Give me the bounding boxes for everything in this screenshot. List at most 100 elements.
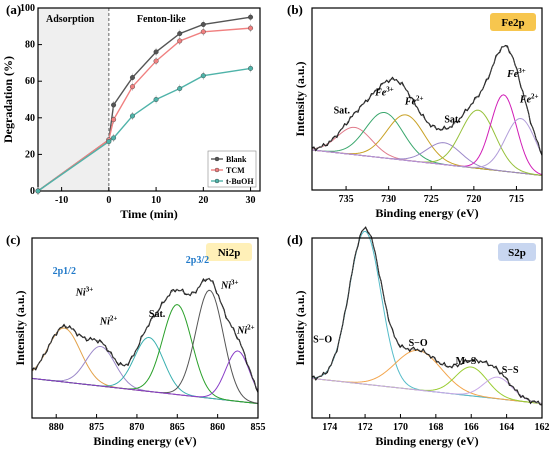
data-point (248, 25, 254, 31)
data-point (177, 86, 183, 92)
data-point (200, 29, 206, 35)
data-point (248, 14, 254, 20)
panel-d-badge-text: S2p (508, 247, 526, 259)
panel-b-raw-spectrum (311, 44, 543, 156)
panel-b-letter: (b) (287, 2, 303, 17)
panel-d-x-tick-label: 164 (499, 422, 514, 433)
panel-c-annotation: Ni3+ (75, 286, 94, 299)
data-point (177, 31, 183, 37)
panel-b-x-tick-label: 720 (466, 194, 481, 205)
data-point (111, 135, 117, 141)
panel-a-plot-frame (37, 7, 261, 192)
panel-d-annotation: S−O (313, 334, 332, 345)
panel-d-y-axis-title: Intensity (a.u.) (293, 290, 307, 365)
panel-b-y-axis-title: Intensity (a.u.) (293, 61, 307, 136)
legend-entry: t-BuOH (226, 177, 254, 186)
panel-c-badge (206, 243, 252, 261)
panel-c-annotation: 2p3/2 (186, 255, 209, 266)
series-line-tcm (37, 27, 251, 192)
panel-c-raw-spectrum (31, 277, 259, 393)
panel-c-annotation: Ni2+ (236, 323, 255, 336)
data-point (200, 21, 206, 27)
panel-d-x-tick-label: 172 (358, 422, 373, 433)
panel-a-letter: (a) (6, 2, 21, 17)
panel-b-fit-peak (311, 118, 543, 168)
panel-d-x-tick-label: 170 (393, 422, 408, 433)
panel-d-x-axis-title: Binding energy (eV) (375, 434, 478, 448)
data-point (153, 58, 159, 64)
x-axis-title: Time (min) (120, 207, 177, 221)
data-point (153, 96, 159, 102)
panel-c-fit-peak (31, 289, 259, 404)
panel-c-annotation: Sat. (149, 309, 166, 320)
panel-c-ni2p-chart: (c) 880 875 870 865 860 855 Binding energy (eV… (6, 232, 266, 448)
panel-c-fit-peak (31, 345, 259, 405)
panel-b-x-tick-label: 725 (424, 194, 439, 205)
panel-d-plot-frame (311, 237, 543, 419)
panel-c-fit-envelope (31, 278, 259, 391)
y-tick-label: 40 (25, 113, 35, 124)
panel-c-letter: (c) (6, 232, 20, 247)
y-tick-label: 80 (25, 40, 35, 51)
panel-b-annotation: Sat. (334, 106, 351, 117)
panel-d-badge (498, 243, 536, 261)
panel-d-fit-peak (311, 349, 543, 405)
panel-b-x-tick-label: 715 (509, 194, 524, 205)
data-point (248, 65, 254, 71)
panel-b-fe2p-chart: (b) 735 730 725 720 715 Binding energy (eV) In… (287, 2, 543, 220)
x-tick-label: 20 (198, 195, 208, 206)
panel-c-fit-peak (31, 350, 259, 398)
panel-c-badge-text: Ni2p (218, 247, 241, 259)
panel-d-fit-envelope (311, 228, 543, 404)
panel-d-x-tick-label: 162 (535, 422, 550, 433)
panel-b-annotation: Fe2+ (404, 94, 424, 107)
panel-d-letter: (d) (287, 232, 303, 247)
x-tick-label: 10 (151, 195, 161, 206)
panel-c-plot-frame (31, 237, 259, 419)
panel-c-annotation: 2p1/2 (53, 266, 76, 277)
panel-d-annotation: M−S (456, 356, 477, 367)
panel-b-fit-envelope (311, 46, 543, 154)
panel-b-annotation: Fe3+ (374, 85, 394, 98)
panel-c-x-tick-label: 870 (129, 422, 144, 433)
panel-b-plot-frame (311, 7, 543, 191)
panel-a-degradation-chart: (a) Adsorption Fenton-like -10 0 10 20 30 0 20 40… (1, 2, 261, 221)
data-point (177, 38, 183, 44)
y-tick-label: 0 (30, 186, 35, 197)
panel-b-x-tick-label: 735 (339, 194, 354, 205)
data-point (200, 73, 206, 79)
panel-c-fit-peak (31, 304, 259, 405)
panel-b-fit-peak (311, 109, 543, 176)
data-point (35, 188, 41, 194)
panel-d-x-tick-label: 174 (322, 422, 337, 433)
adsorption-region (38, 8, 109, 191)
fenton-like-label: Fenton-like (137, 14, 186, 25)
panel-d-x-tick-label: 168 (428, 422, 443, 433)
panel-d-fit-peak (311, 376, 543, 404)
panel-c-x-tick-label: 875 (89, 422, 104, 433)
data-point (129, 113, 135, 119)
panel-b-annotation: Fe2+ (519, 93, 539, 106)
panel-d-s2p-chart: (d) 174 172 170 168 166 164 162 Binding energy … (287, 226, 550, 448)
panel-b-badge (490, 13, 536, 31)
x-tick-label: -10 (55, 195, 68, 206)
y-axis-title: Degradation (%) (1, 56, 15, 143)
panel-b-annotation: Fe3+ (506, 67, 526, 80)
legend-marker (214, 178, 220, 184)
panel-c-y-axis-title: Intensity (a.u.) (13, 290, 27, 365)
y-tick-label: 20 (25, 149, 35, 160)
panel-d-annotation: S−S (502, 365, 519, 376)
panel-c-x-tick-label: 860 (210, 422, 225, 433)
panel-c-annotation: Ni2+ (99, 314, 118, 327)
y-tick-label: 60 (25, 76, 35, 87)
data-point (129, 84, 135, 90)
data-point (111, 102, 117, 108)
panel-c-x-tick-label: 855 (251, 422, 266, 433)
panel-b-annotation: Sat. (444, 115, 461, 126)
legend-marker (214, 167, 220, 173)
panel-c-x-tick-label: 865 (170, 422, 185, 433)
legend-entry: Blank (226, 155, 247, 164)
data-point (111, 117, 117, 123)
panel-c-x-axis-title: Binding energy (eV) (93, 434, 196, 448)
